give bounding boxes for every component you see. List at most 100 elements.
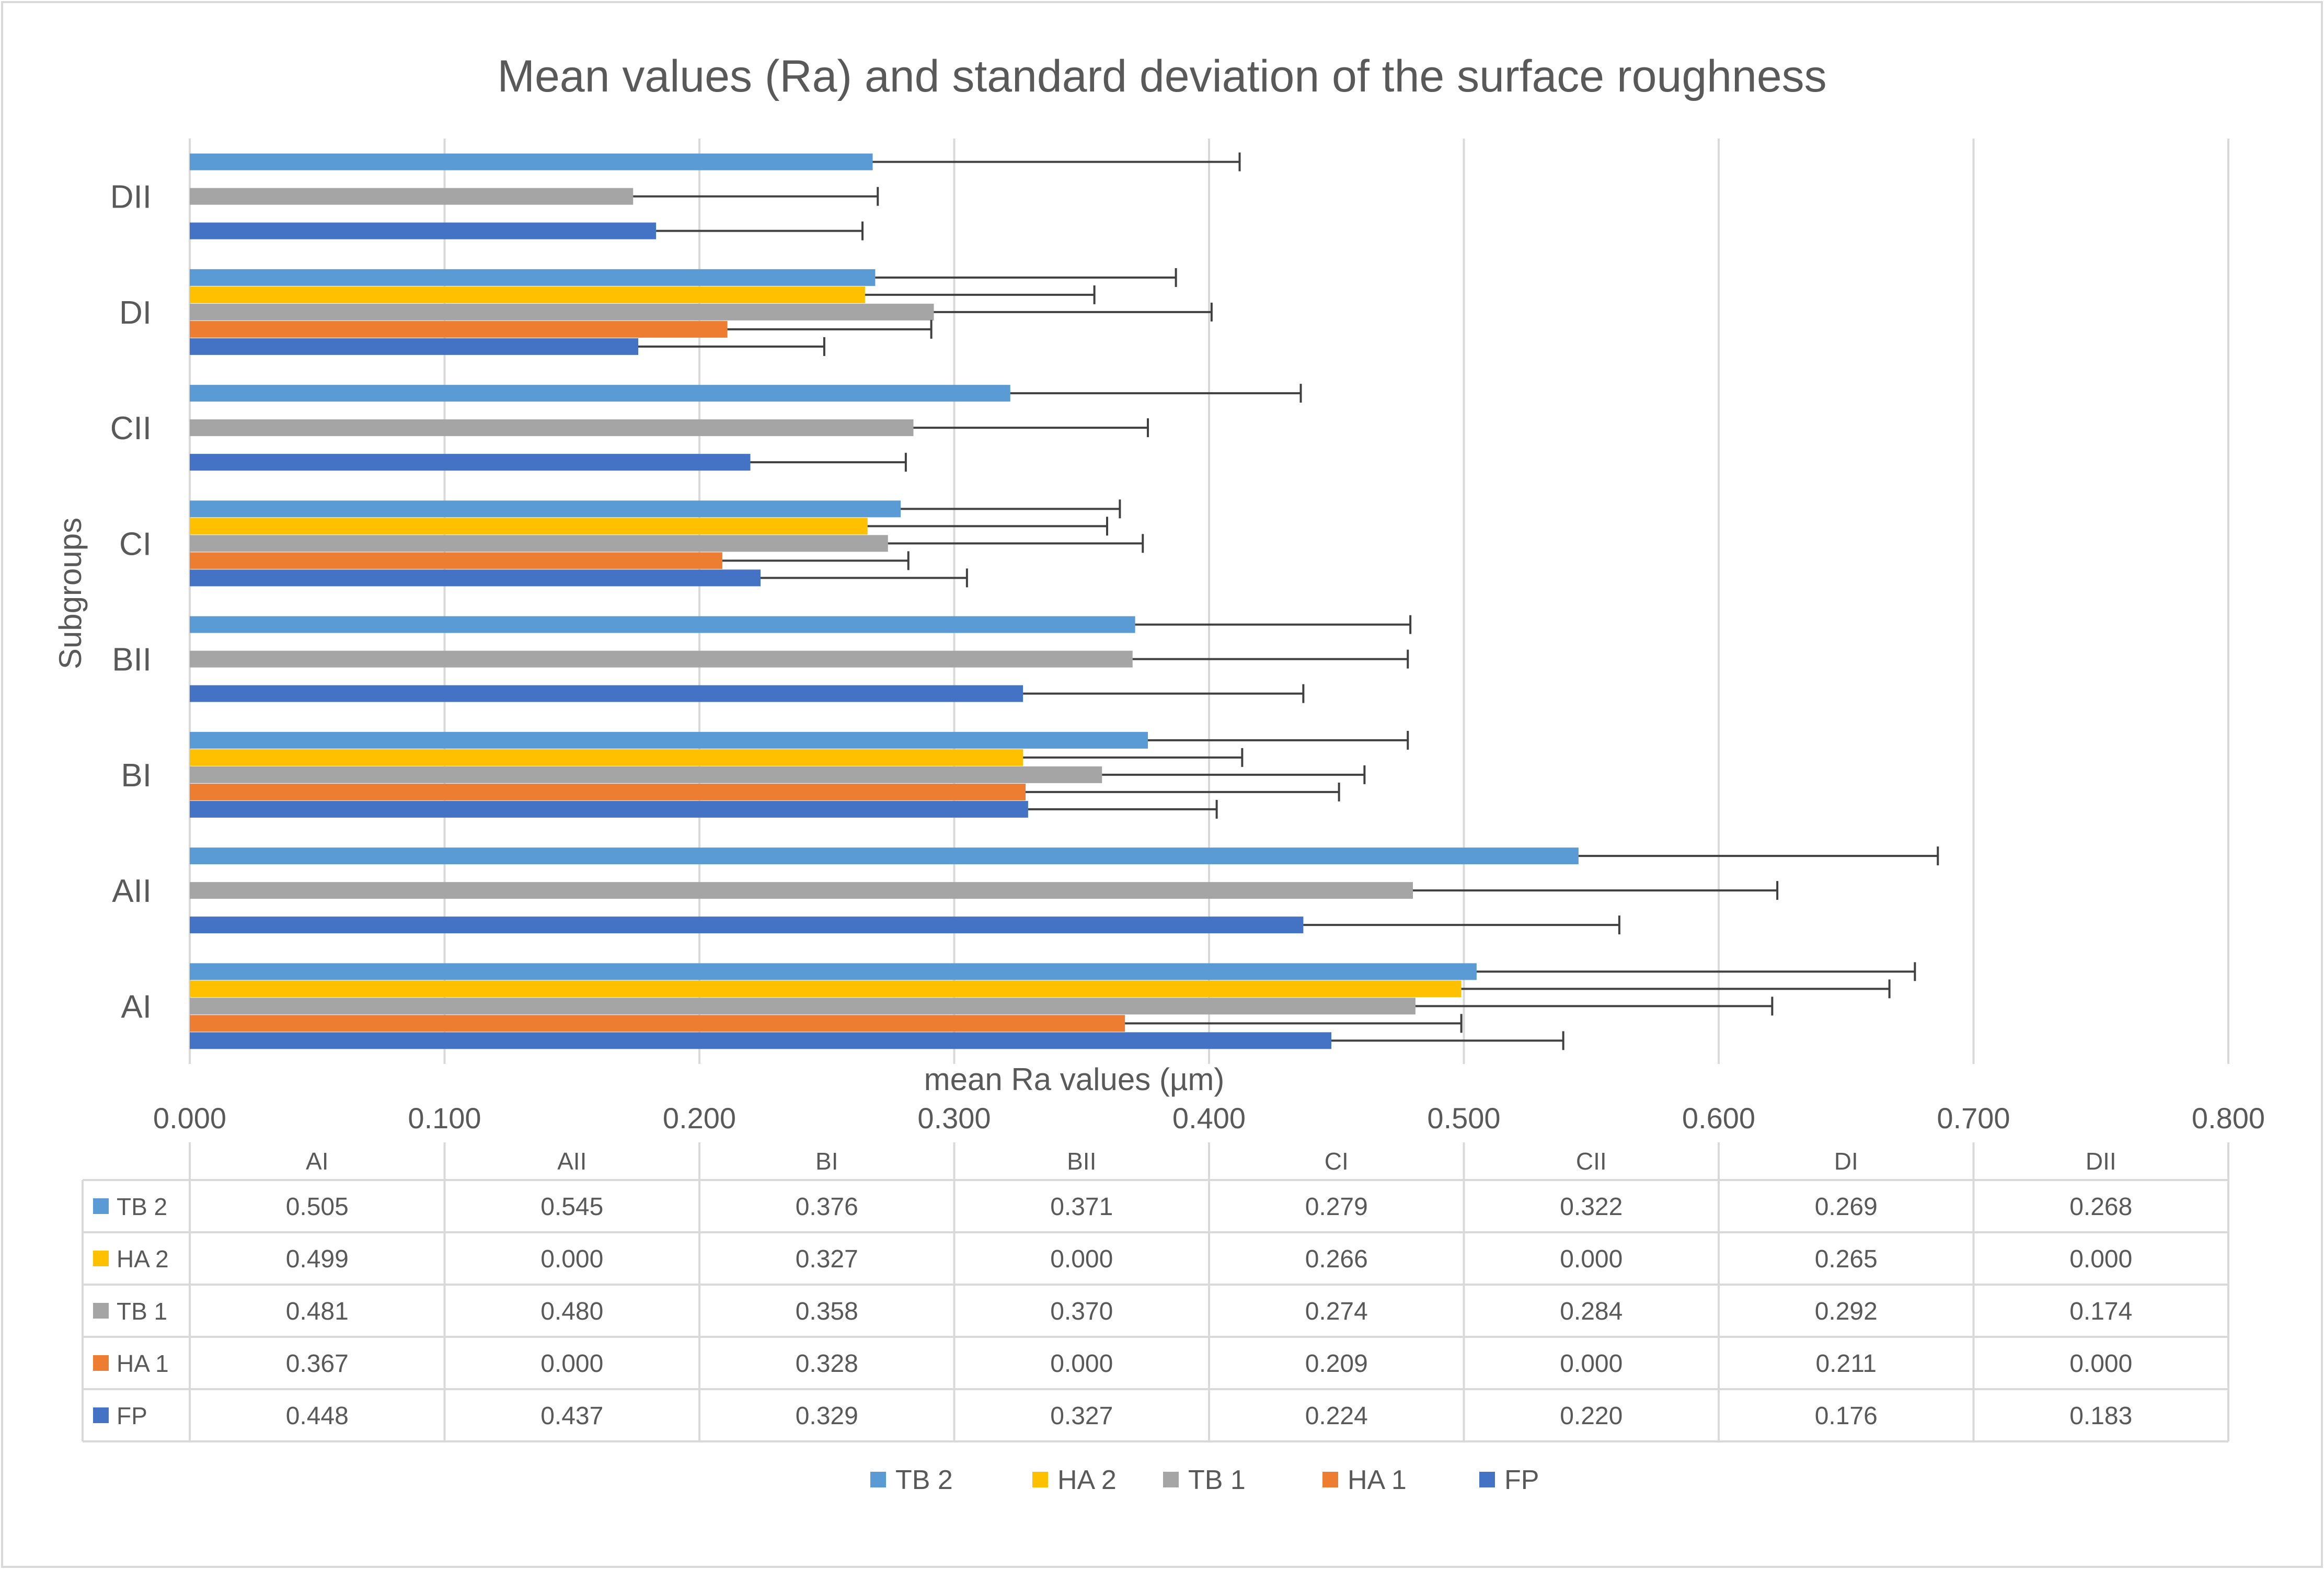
table-header-cell: BII <box>1067 1148 1096 1175</box>
x-tick-label: 0.800 <box>2192 1102 2265 1135</box>
bar <box>190 569 761 587</box>
table-cell: 0.224 <box>1305 1402 1368 1430</box>
table-cell: 0.328 <box>796 1350 858 1378</box>
table-cell: 0.327 <box>1050 1402 1113 1430</box>
category-label: BII <box>112 642 152 678</box>
table-cell: 0.269 <box>1815 1193 1878 1221</box>
bar <box>190 749 1023 766</box>
category-label: CII <box>110 410 152 446</box>
x-tick-label: 0.600 <box>1682 1102 1755 1135</box>
table-cell: 0.000 <box>1050 1245 1113 1273</box>
bar <box>190 454 751 471</box>
bar <box>190 685 1023 702</box>
table-header-cell: CI <box>1325 1148 1349 1175</box>
bar <box>190 882 1413 899</box>
bar <box>190 616 1135 633</box>
table-cell: 0.327 <box>796 1245 858 1273</box>
table-row-label: HA 1 <box>117 1350 169 1377</box>
x-tick-label: 0.400 <box>1172 1102 1246 1135</box>
x-tick-label: 0.500 <box>1427 1102 1500 1135</box>
table-cell: 0.000 <box>2069 1245 2132 1273</box>
table-cell: 0.266 <box>1305 1245 1368 1273</box>
legend-label: TB 1 <box>1188 1465 1246 1495</box>
table-row-label: TB 1 <box>117 1298 167 1325</box>
bar <box>190 998 1416 1015</box>
table-cell: 0.000 <box>1560 1350 1623 1378</box>
table-cell: 0.499 <box>286 1245 349 1273</box>
bar <box>190 269 876 286</box>
bar <box>190 320 728 338</box>
table-legend-key <box>93 1251 109 1266</box>
table-cell: 0.358 <box>796 1298 858 1325</box>
bar <box>190 783 1026 800</box>
table-cell: 0.371 <box>1050 1193 1113 1221</box>
x-tick-label: 0.700 <box>1937 1102 2010 1135</box>
table-header-cell: AII <box>557 1148 586 1175</box>
legend-swatch <box>870 1472 886 1487</box>
table-cell: 0.437 <box>540 1402 603 1430</box>
table-cell: 0.000 <box>1050 1350 1113 1378</box>
table-header-cell: DII <box>2086 1148 2116 1175</box>
table-cell: 0.376 <box>796 1193 858 1221</box>
bar <box>190 518 868 535</box>
table-cell: 0.448 <box>286 1402 349 1430</box>
bar <box>190 338 638 355</box>
bar <box>190 552 722 569</box>
bar <box>190 222 657 239</box>
table-cell: 0.545 <box>540 1193 603 1221</box>
bar <box>190 731 1148 749</box>
table-legend-key <box>93 1303 109 1319</box>
table-cell: 0.274 <box>1305 1298 1368 1325</box>
category-label: DI <box>119 295 152 331</box>
table-header-cell: AI <box>306 1148 328 1175</box>
category-label: AI <box>121 989 152 1025</box>
legend-label: HA 2 <box>1057 1465 1117 1495</box>
table-cell: 0.000 <box>540 1245 603 1273</box>
table-cell: 0.284 <box>1560 1298 1623 1325</box>
table-cell: 0.000 <box>540 1350 603 1378</box>
bar <box>190 419 914 437</box>
table-legend-key <box>93 1407 109 1423</box>
bar <box>190 1015 1125 1032</box>
table-cell: 0.265 <box>1815 1245 1878 1273</box>
table-cell: 0.268 <box>2069 1193 2132 1221</box>
bar <box>190 917 1304 934</box>
table-header-cell: BI <box>815 1148 838 1175</box>
bar <box>190 963 1477 980</box>
legend-swatch <box>1032 1472 1048 1487</box>
bar <box>190 1032 1331 1049</box>
x-tick-label: 0.000 <box>153 1102 226 1135</box>
table-cell: 0.505 <box>286 1193 349 1221</box>
legend-label: FP <box>1504 1465 1539 1495</box>
legend-swatch <box>1163 1472 1179 1487</box>
x-tick-label: 0.100 <box>408 1102 481 1135</box>
y-axis-title: Subgroups <box>53 518 88 669</box>
category-label: AII <box>112 873 152 909</box>
bar <box>190 500 901 518</box>
table-row-label: HA 2 <box>117 1245 169 1273</box>
table-cell: 0.329 <box>796 1402 858 1430</box>
bar <box>190 980 1462 998</box>
bar <box>190 800 1028 818</box>
category-label: CI <box>119 526 152 562</box>
table-cell: 0.000 <box>1560 1245 1623 1273</box>
table-cell: 0.000 <box>2069 1350 2132 1378</box>
table-cell: 0.174 <box>2069 1298 2132 1325</box>
chart-title: Mean values (Ra) and standard deviation … <box>497 51 1826 101</box>
x-axis-title: mean Ra values (µm) <box>924 1062 1225 1097</box>
table-cell: 0.481 <box>286 1298 349 1325</box>
table-cell: 0.367 <box>286 1350 349 1378</box>
table-cell: 0.480 <box>540 1298 603 1325</box>
bar <box>190 848 1579 865</box>
bar <box>190 286 865 303</box>
legend-swatch <box>1479 1472 1495 1487</box>
table-cell: 0.183 <box>2069 1402 2132 1430</box>
x-tick-label: 0.300 <box>917 1102 991 1135</box>
table-cell: 0.176 <box>1815 1402 1878 1430</box>
table-cell: 0.209 <box>1305 1350 1368 1378</box>
table-cell: 0.279 <box>1305 1193 1368 1221</box>
x-tick-label: 0.200 <box>663 1102 736 1135</box>
category-label: DII <box>110 179 152 215</box>
table-legend-key <box>93 1355 109 1371</box>
